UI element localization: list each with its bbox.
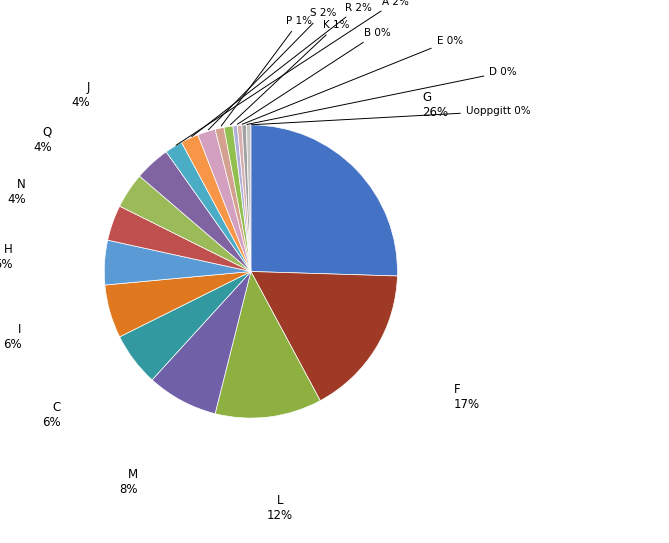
Text: Q
4%: Q 4% — [33, 126, 52, 154]
Wedge shape — [242, 125, 251, 272]
Text: Uoppgitt 0%: Uoppgitt 0% — [252, 106, 531, 125]
Text: G
26%: G 26% — [422, 91, 448, 119]
Text: M
8%: M 8% — [120, 468, 138, 496]
Text: I
6%: I 6% — [3, 323, 21, 351]
Text: S 2%: S 2% — [208, 9, 336, 130]
Text: K 1%: K 1% — [230, 20, 350, 125]
Wedge shape — [181, 135, 251, 272]
Wedge shape — [120, 272, 251, 380]
Text: R 2%: R 2% — [192, 3, 371, 137]
Wedge shape — [105, 272, 251, 337]
Wedge shape — [166, 142, 251, 272]
Text: C
6%: C 6% — [42, 401, 61, 429]
Wedge shape — [246, 125, 251, 272]
Text: A 2%: A 2% — [176, 0, 409, 146]
Text: B 0%: B 0% — [237, 28, 391, 124]
Wedge shape — [140, 152, 251, 272]
Wedge shape — [215, 128, 251, 272]
Wedge shape — [233, 125, 251, 272]
Wedge shape — [120, 176, 251, 272]
Wedge shape — [108, 206, 251, 272]
Text: J
4%: J 4% — [72, 81, 90, 109]
Text: N
4%: N 4% — [7, 178, 26, 206]
Text: P 1%: P 1% — [221, 16, 312, 126]
Wedge shape — [251, 272, 397, 401]
Wedge shape — [237, 125, 251, 272]
Wedge shape — [215, 272, 320, 418]
Text: E 0%: E 0% — [242, 36, 463, 124]
Text: F
17%: F 17% — [454, 383, 480, 411]
Wedge shape — [224, 126, 251, 272]
Wedge shape — [198, 129, 251, 272]
Text: D 0%: D 0% — [247, 67, 517, 124]
Wedge shape — [104, 240, 251, 285]
Text: L
12%: L 12% — [267, 494, 293, 522]
Wedge shape — [152, 272, 251, 414]
Wedge shape — [251, 125, 397, 276]
Text: H
5%: H 5% — [0, 243, 13, 271]
